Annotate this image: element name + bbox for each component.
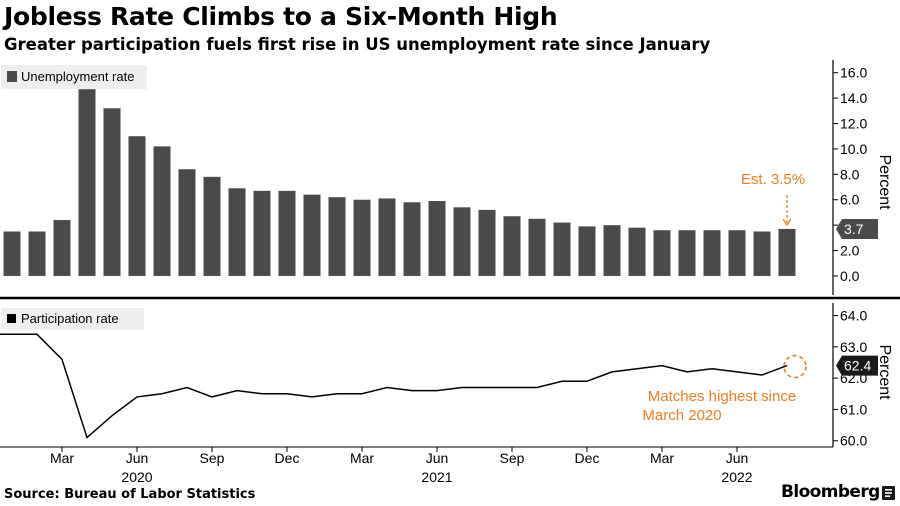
annotation-line: March 2020: [642, 407, 721, 424]
last-value-badge: [836, 218, 878, 239]
y-tick-label: 60.0: [840, 433, 867, 449]
annotation-line: Matches highest since: [648, 388, 796, 405]
bar: [153, 146, 171, 276]
bar: [603, 225, 621, 276]
x-tick-label: Mar: [50, 450, 74, 466]
unemployment-panel: 0.02.04.06.08.010.012.014.016.0PercentUn…: [0, 60, 900, 300]
bar: [253, 190, 271, 276]
x-tick-label: Jun: [726, 450, 749, 466]
participation-panel: 60.061.062.063.064.0PercentParticipation…: [0, 303, 893, 449]
bar: [678, 230, 696, 276]
year-label: 2021: [421, 469, 452, 485]
x-tick-label: Mar: [650, 450, 674, 466]
annotation-arrow-head: [782, 218, 792, 227]
bar: [428, 201, 446, 276]
bar: [303, 194, 321, 276]
bar: [103, 108, 121, 276]
bar: [378, 198, 396, 276]
y-tick-label: 63.0: [840, 339, 867, 355]
bar: [778, 228, 796, 276]
participation-line: [0, 333, 788, 439]
x-tick-label: Sep: [200, 450, 225, 466]
legend-label: Participation rate: [21, 311, 119, 326]
bar: [653, 230, 671, 276]
chart-subtitle: Greater participation fuels first rise i…: [4, 35, 711, 54]
bar: [478, 209, 496, 276]
bar: [403, 202, 421, 276]
highlight-circle: [783, 354, 807, 379]
x-tick-label: Sep: [500, 450, 525, 466]
y-tick-label: 16.0: [840, 65, 867, 81]
bar: [28, 231, 46, 276]
bar: [353, 199, 371, 276]
bar: [578, 226, 596, 276]
bar: [553, 222, 571, 276]
bar: [3, 231, 21, 276]
year-label: 2020: [121, 469, 152, 485]
legend-swatch: [7, 314, 16, 323]
bloomberg-terminal-icon: [882, 486, 895, 500]
bar-annotation: Est. 3.5%: [741, 171, 805, 188]
last-value-label: 3.7: [844, 221, 864, 237]
y-tick-label: 0.0: [840, 268, 860, 284]
year-label: 2022: [721, 469, 752, 485]
bar: [453, 207, 471, 276]
y-tick-label: 61.0: [840, 401, 867, 417]
y-tick-label: 64.0: [840, 308, 867, 324]
last-value-label: 62.4: [844, 358, 871, 374]
bar: [78, 89, 96, 276]
y-tick-label: 6.0: [840, 192, 860, 208]
y-tick-label: 12.0: [840, 116, 867, 132]
x-tick-label: Jun: [426, 450, 449, 466]
bar: [728, 230, 746, 276]
legend-box: [1, 308, 144, 330]
bar: [278, 190, 296, 276]
bar: [178, 169, 196, 276]
bar: [503, 216, 521, 276]
bar: [53, 220, 71, 276]
bar: [753, 231, 771, 276]
line-annotation: Matches highest since March 2020: [642, 388, 796, 424]
y-tick-label: 10.0: [840, 141, 867, 157]
x-tick-label: Dec: [575, 450, 600, 466]
x-tick-label: Jun: [126, 450, 149, 466]
chart-title: Jobless Rate Climbs to a Six-Month High: [4, 2, 558, 31]
last-value-badge: [836, 355, 878, 376]
y-tick-label: 14.0: [840, 90, 867, 106]
legend-box: [1, 65, 147, 89]
bar: [228, 188, 246, 276]
bar: [703, 230, 721, 276]
brand-logo: Bloomberg: [781, 482, 880, 502]
x-axis: Mar Jun Sep Dec Mar Jun Sep Dec Mar Jun 2020 2021 20…: [0, 446, 833, 485]
bar: [128, 136, 146, 276]
y-tick-label: 8.0: [840, 166, 860, 182]
legend-label: Unemployment rate: [21, 69, 134, 84]
legend-swatch: [7, 71, 17, 82]
y-axis-title: Percent: [876, 154, 893, 210]
x-tick-label: Dec: [275, 450, 300, 466]
bar: [528, 218, 546, 276]
bar: [203, 176, 221, 276]
source-note: Source: Bureau of Labor Statistics: [4, 487, 256, 502]
x-tick-label: Mar: [350, 450, 374, 466]
y-tick-label: 2.0: [840, 243, 860, 259]
y-axis-title: Percent: [876, 344, 893, 400]
bar: [628, 227, 646, 276]
bar: [328, 197, 346, 276]
